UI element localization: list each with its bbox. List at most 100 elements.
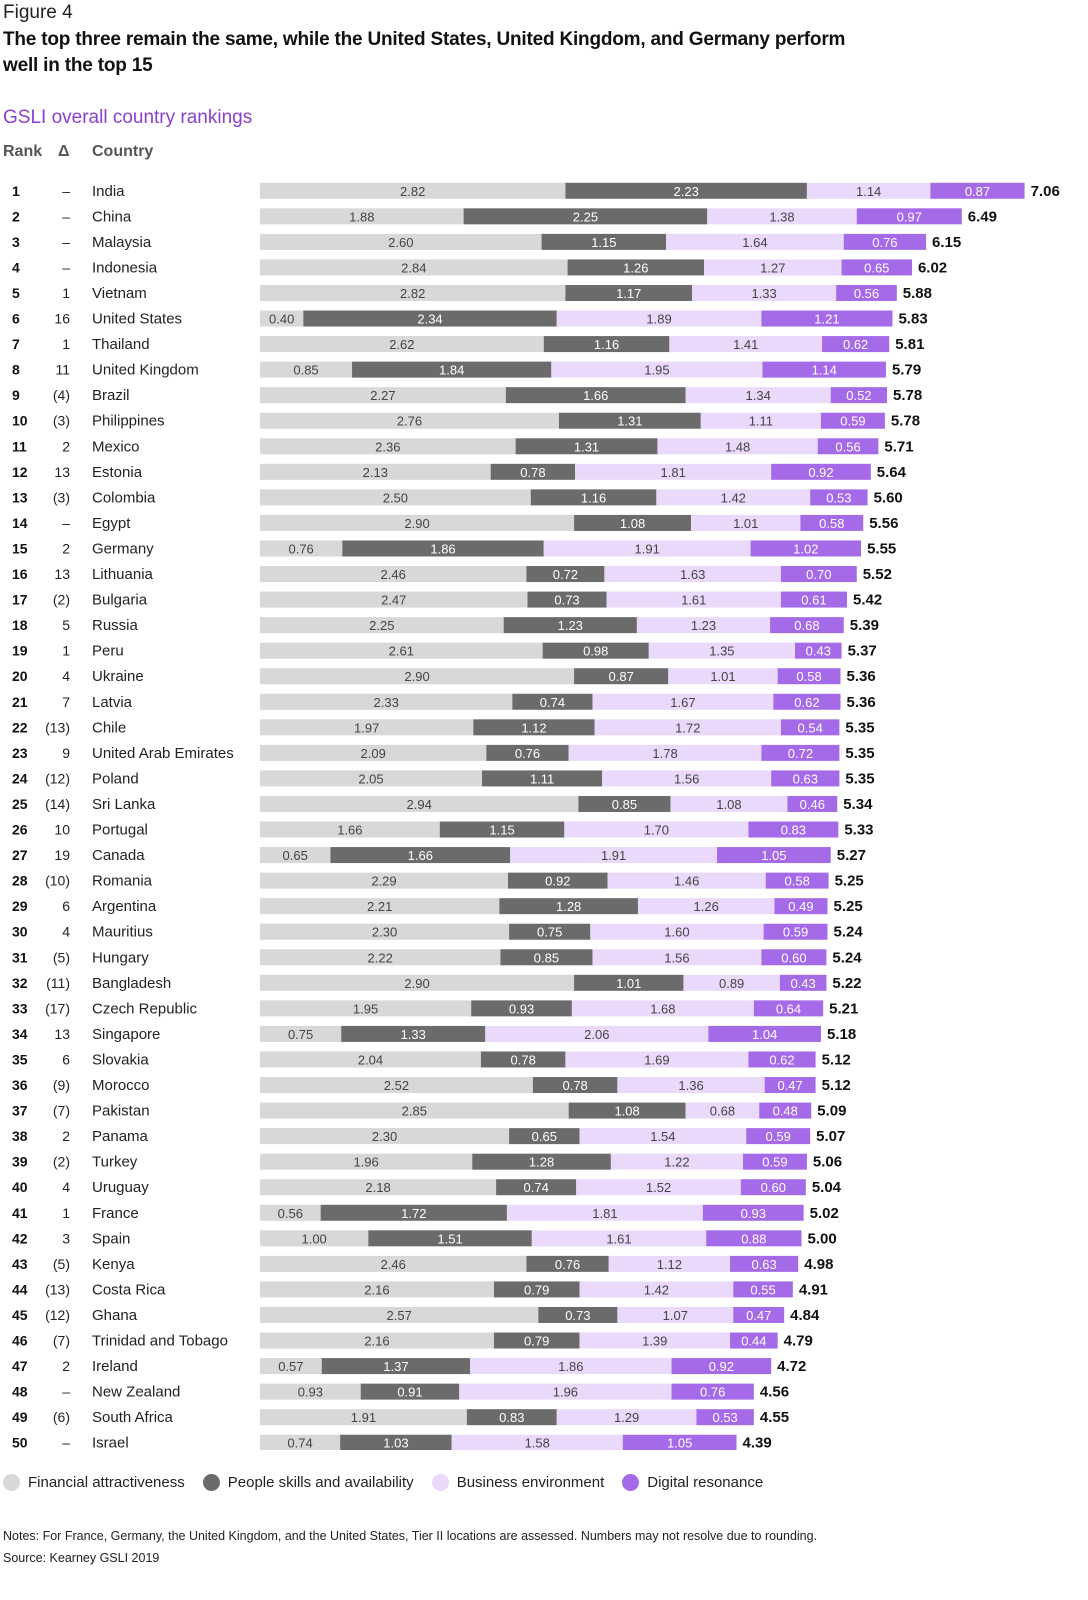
legend-item-business: Business environment xyxy=(431,1474,604,1491)
segment-value-label: 1.37 xyxy=(383,1359,408,1374)
segment-value-label: 0.49 xyxy=(788,899,813,914)
country-label: Morocco xyxy=(92,1077,150,1094)
total-label: 5.36 xyxy=(846,694,875,711)
segment-value-label: 0.56 xyxy=(835,439,860,454)
bar-segment xyxy=(260,412,559,429)
total-label: 5.39 xyxy=(850,617,879,634)
bar-segment xyxy=(622,1434,737,1450)
bar-segment xyxy=(260,668,575,685)
bar-segment xyxy=(439,821,565,838)
total-label: 5.24 xyxy=(833,924,863,941)
bar-segment xyxy=(260,821,440,838)
bar-segment xyxy=(740,1179,806,1196)
rank-label: 26 xyxy=(12,822,28,838)
segment-value-label: 1.42 xyxy=(721,490,746,505)
bar-segment xyxy=(260,770,483,787)
delta-label: – xyxy=(62,183,70,199)
country-label: Canada xyxy=(92,847,145,864)
segment-value-label: 2.82 xyxy=(400,184,425,199)
bar-segment xyxy=(704,259,842,276)
total-label: 4.98 xyxy=(804,1256,833,1273)
delta-label: 11 xyxy=(55,362,70,378)
bar-segment xyxy=(260,1358,322,1375)
bar-segment xyxy=(556,1409,697,1426)
bar-segment xyxy=(568,744,762,761)
bar-segment xyxy=(472,1153,611,1170)
country-label: United Kingdom xyxy=(92,362,199,379)
bar-segment xyxy=(761,949,827,966)
rank-label: 21 xyxy=(12,694,28,710)
rank-label: 41 xyxy=(12,1205,28,1221)
source: Source: Kearney GSLI 2019 xyxy=(3,1551,160,1565)
bar-segment xyxy=(696,1409,754,1426)
segment-value-label: 1.95 xyxy=(644,363,669,378)
bar-segment xyxy=(368,1230,532,1247)
bar-segment xyxy=(750,540,862,557)
segment-value-label: 1.27 xyxy=(760,260,785,275)
segment-value-label: 1.39 xyxy=(642,1334,667,1349)
rank-label: 5 xyxy=(12,285,20,301)
total-label: 5.06 xyxy=(813,1154,842,1171)
country-label: United Arab Emirates xyxy=(92,745,234,762)
segment-value-label: 0.68 xyxy=(710,1104,735,1119)
bar-segment xyxy=(822,336,890,353)
bar-segment xyxy=(473,719,595,736)
bar-segment xyxy=(260,208,464,225)
total-label: 7.06 xyxy=(1031,183,1060,200)
bar-segment xyxy=(543,336,670,353)
rank-label: 46 xyxy=(12,1333,28,1349)
segment-value-label: 1.91 xyxy=(601,848,626,863)
segment-value-label: 0.91 xyxy=(397,1385,422,1400)
bar-segment xyxy=(260,387,506,404)
segment-value-label: 0.57 xyxy=(278,1359,303,1374)
segment-value-label: 2.60 xyxy=(388,235,413,250)
segment-value-label: 1.23 xyxy=(691,618,716,633)
delta-label: (2) xyxy=(53,592,70,608)
country-label: Pakistan xyxy=(92,1103,150,1120)
segment-value-label: 1.03 xyxy=(383,1436,408,1450)
bar-segment xyxy=(526,566,605,583)
rank-label: 16 xyxy=(12,566,28,582)
segment-value-label: 1.36 xyxy=(678,1078,703,1093)
rank-label: 22 xyxy=(12,719,28,735)
country-label: Trinidad and Tobago xyxy=(92,1333,228,1350)
bar-segment xyxy=(360,1383,460,1400)
bar-segment xyxy=(779,974,827,991)
bar-segment xyxy=(759,1102,812,1119)
legend-swatch-business xyxy=(431,1474,449,1491)
chart-title: GSLI overall country rankings xyxy=(3,107,253,128)
bar-segment xyxy=(490,463,576,480)
legend-swatch-financial xyxy=(3,1474,20,1491)
country-label: Mexico xyxy=(92,438,140,455)
bar-segment xyxy=(340,1434,452,1450)
table-row: 32 (11) Bangladesh 2.90 1.01 0.89 0.43 5.22 xyxy=(12,974,862,992)
bar-segment xyxy=(565,182,807,199)
segment-value-label: 1.56 xyxy=(674,771,699,786)
bar-segment xyxy=(685,387,831,404)
rank-label: 49 xyxy=(12,1409,28,1425)
bar-segment xyxy=(260,719,474,736)
bar-segment xyxy=(508,872,608,889)
rank-label: 8 xyxy=(12,362,20,378)
segment-value-label: 2.52 xyxy=(384,1078,409,1093)
segment-value-label: 2.36 xyxy=(375,439,400,454)
bar-segment xyxy=(564,821,749,838)
bar-segment xyxy=(260,1332,494,1349)
bar-segment xyxy=(576,1179,741,1196)
segment-value-label: 2.05 xyxy=(358,771,383,786)
segment-value-label: 0.59 xyxy=(766,1129,791,1144)
segment-value-label: 2.46 xyxy=(381,567,406,582)
segment-value-label: 1.58 xyxy=(525,1436,550,1450)
country-label: Colombia xyxy=(92,489,156,506)
segment-value-label: 0.58 xyxy=(785,874,810,889)
table-row: 9 (4) Brazil 2.27 1.66 1.34 0.52 5.78 xyxy=(12,387,922,404)
rank-label: 1 xyxy=(12,183,20,199)
bar-segment xyxy=(260,1255,527,1272)
segment-value-label: 1.61 xyxy=(606,1231,631,1246)
country-label: Slovakia xyxy=(92,1051,149,1068)
table-row: 7 1 Thailand 2.62 1.16 1.41 0.62 5.81 xyxy=(12,336,924,353)
bar-segment xyxy=(594,719,781,736)
rank-label: 37 xyxy=(12,1103,28,1119)
rank-label: 29 xyxy=(12,898,28,914)
bar-segment xyxy=(648,642,796,659)
